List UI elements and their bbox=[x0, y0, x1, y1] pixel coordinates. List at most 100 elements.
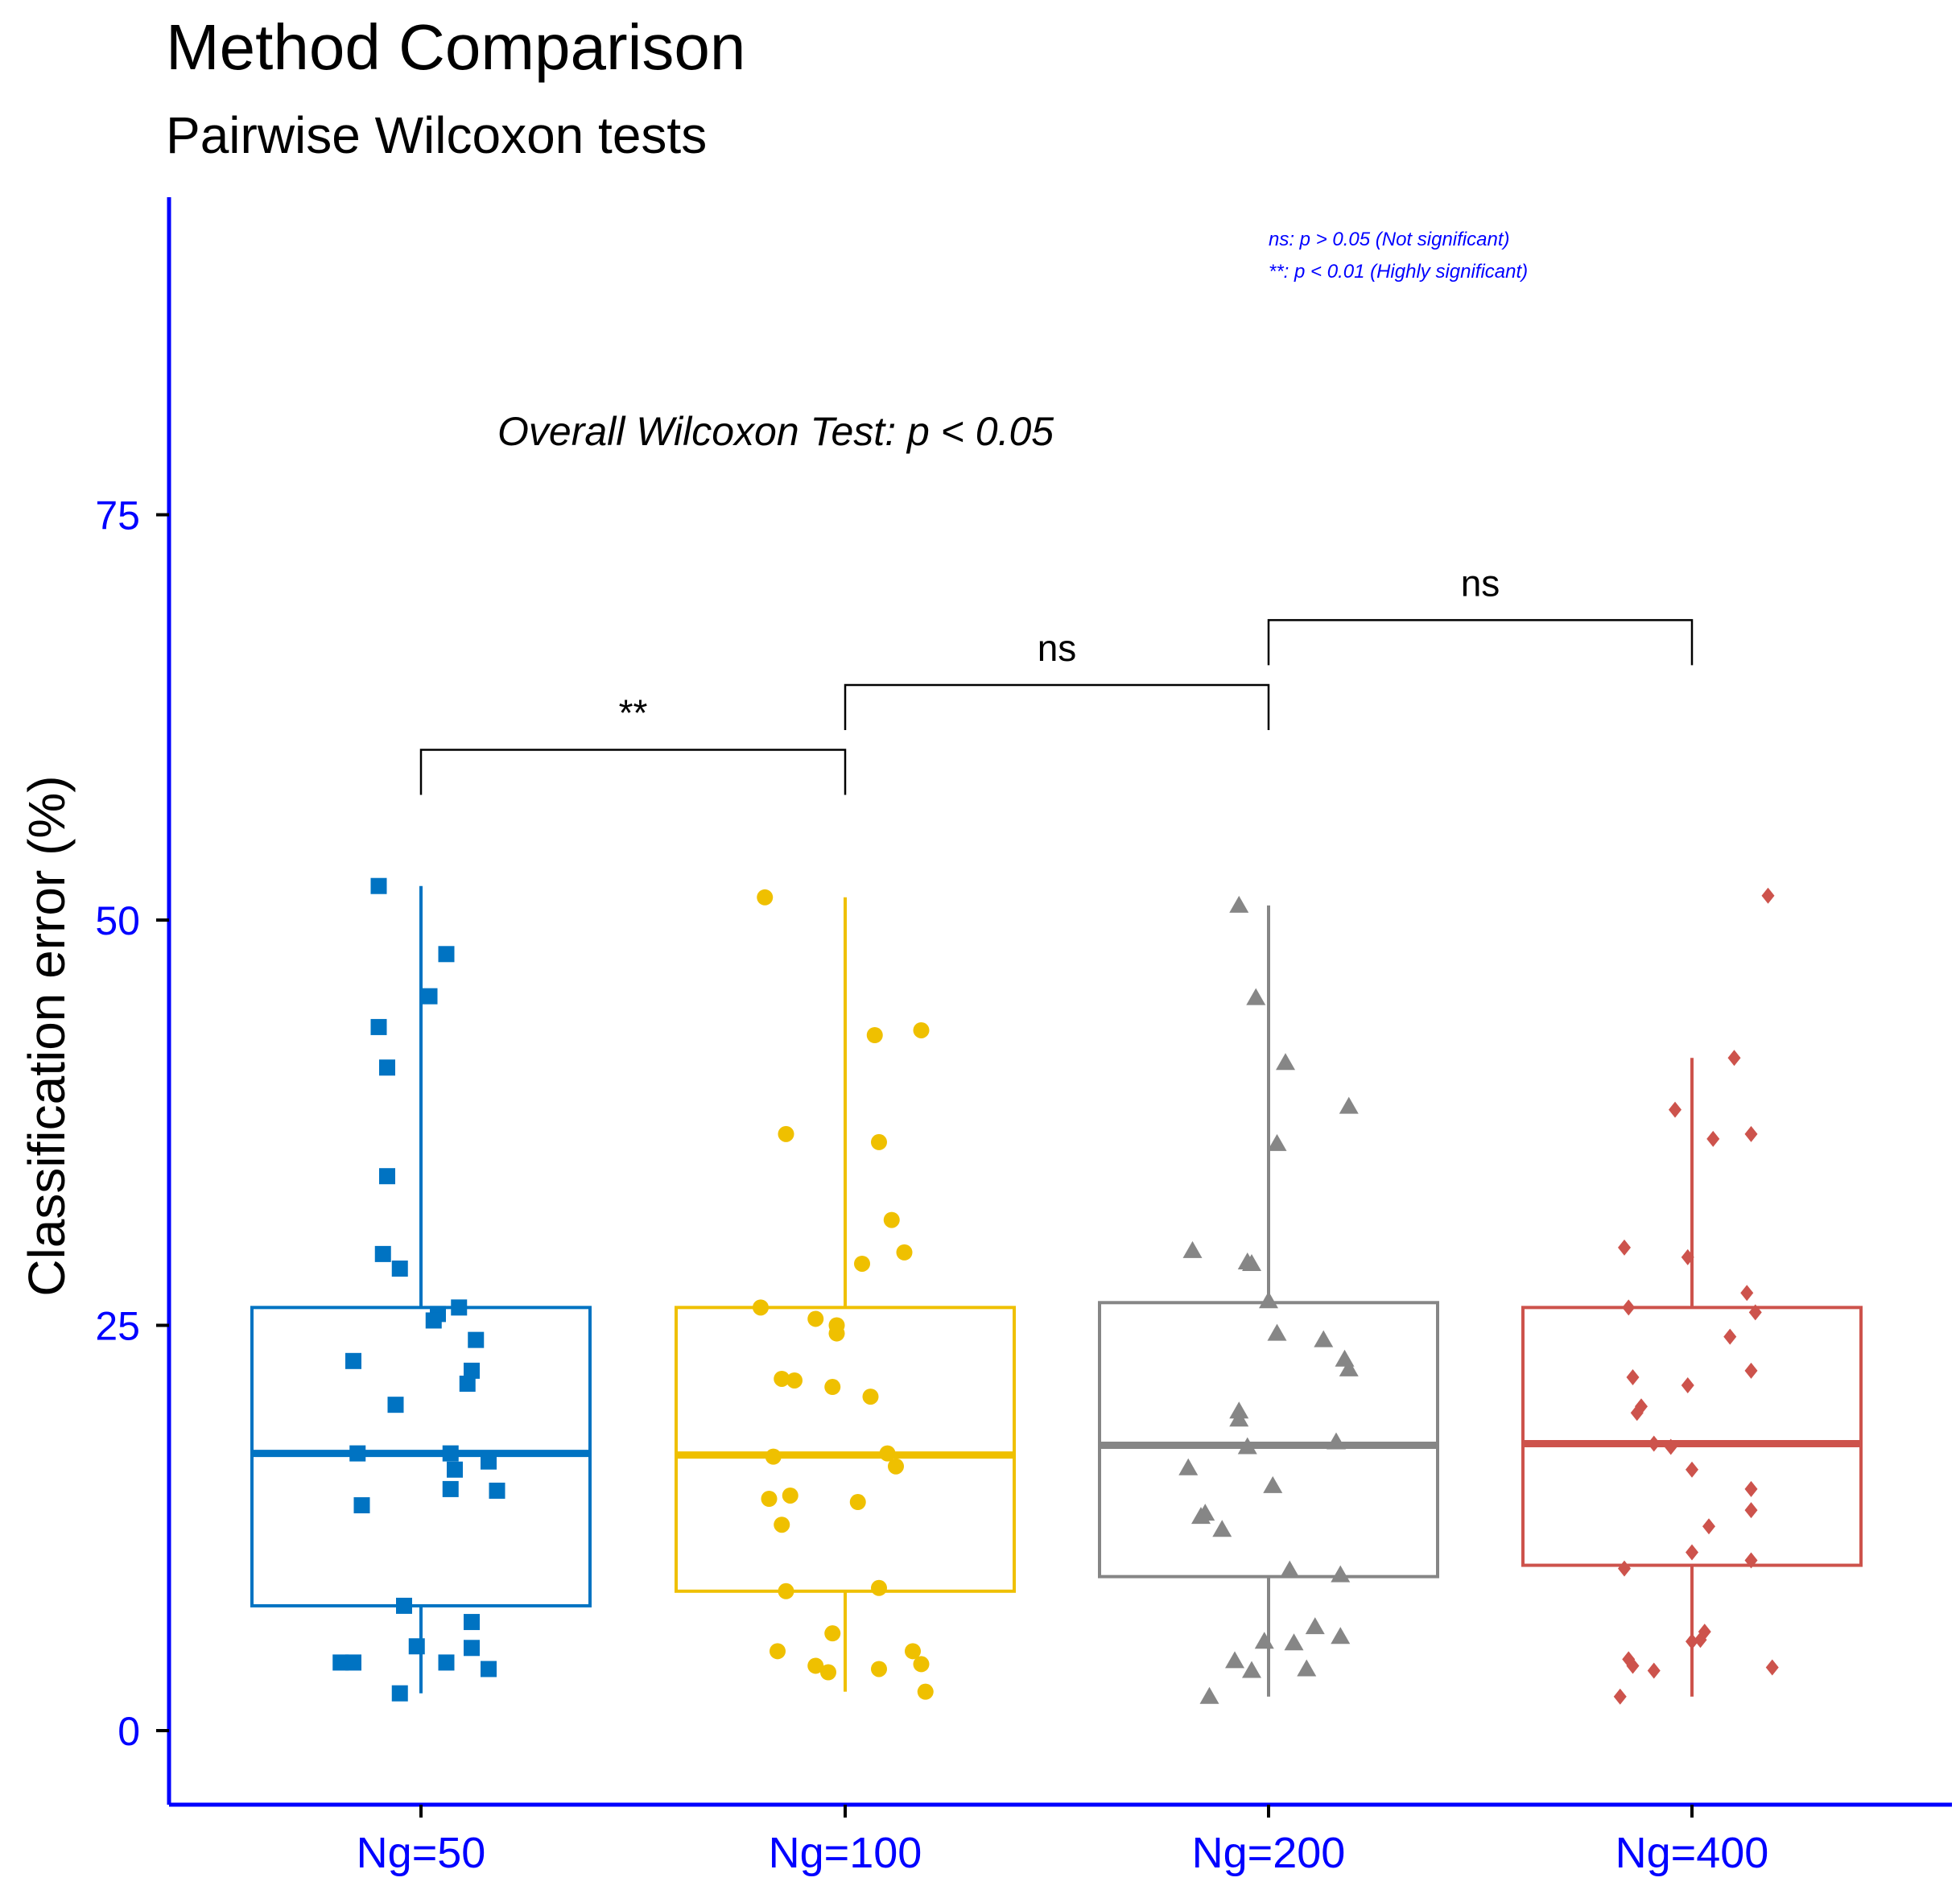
data-point bbox=[1263, 1475, 1283, 1493]
data-point bbox=[774, 1517, 790, 1533]
y-tick-label: 75 bbox=[95, 493, 140, 539]
data-point bbox=[1297, 1659, 1317, 1677]
comparison-bracket bbox=[844, 683, 1270, 730]
data-point bbox=[913, 1021, 930, 1038]
data-point bbox=[464, 1614, 480, 1631]
data-point bbox=[396, 1597, 412, 1614]
data-point bbox=[896, 1244, 913, 1261]
data-point bbox=[1242, 1661, 1261, 1678]
data-point bbox=[1199, 1686, 1219, 1704]
data-point bbox=[408, 1638, 425, 1655]
data-point bbox=[824, 1379, 841, 1396]
box-iqr bbox=[675, 1306, 1016, 1593]
data-point bbox=[782, 1487, 798, 1504]
significance-note-double-star: **: p < 0.01 (Highly significant) bbox=[1269, 261, 1528, 283]
data-point bbox=[1242, 1253, 1261, 1271]
data-point bbox=[1182, 1240, 1203, 1258]
data-point bbox=[1327, 1432, 1346, 1450]
significance-note-ns: ns: p > 0.05 (Not significant) bbox=[1269, 229, 1509, 250]
data-point bbox=[464, 1362, 480, 1379]
data-point bbox=[1622, 1299, 1636, 1316]
data-point bbox=[1254, 1632, 1274, 1649]
data-point bbox=[421, 988, 438, 1005]
data-point bbox=[913, 1656, 930, 1673]
data-point bbox=[1178, 1458, 1199, 1475]
data-point bbox=[807, 1657, 824, 1674]
data-point bbox=[1613, 1688, 1627, 1705]
data-point bbox=[854, 1255, 870, 1272]
data-point bbox=[1744, 1362, 1758, 1379]
data-point bbox=[1647, 1435, 1661, 1452]
comparison-label: ns bbox=[1461, 562, 1500, 604]
data-point bbox=[824, 1625, 841, 1642]
data-point bbox=[774, 1370, 790, 1387]
data-point bbox=[1284, 1633, 1304, 1651]
data-point bbox=[345, 1352, 361, 1369]
data-point bbox=[468, 1331, 485, 1348]
data-point bbox=[349, 1445, 366, 1462]
data-point bbox=[1647, 1662, 1661, 1679]
data-point bbox=[1331, 1565, 1351, 1583]
data-point bbox=[905, 1643, 921, 1660]
comparison-bracket bbox=[1267, 619, 1694, 666]
data-point bbox=[862, 1389, 879, 1405]
data-point bbox=[332, 1654, 349, 1671]
data-point bbox=[447, 1461, 463, 1478]
y-axis-label: Classification error (%) bbox=[18, 775, 76, 1296]
data-point bbox=[1229, 895, 1249, 913]
data-point bbox=[1280, 1560, 1300, 1578]
data-point bbox=[1702, 1518, 1715, 1535]
data-point bbox=[1694, 1632, 1707, 1649]
data-point bbox=[1191, 1507, 1211, 1525]
data-point bbox=[866, 1026, 883, 1043]
x-tick-label: Ng=50 bbox=[357, 1829, 486, 1877]
data-point bbox=[489, 1482, 505, 1499]
data-point bbox=[1686, 1633, 1698, 1650]
data-point bbox=[1681, 1377, 1694, 1394]
data-point bbox=[438, 946, 455, 963]
data-point bbox=[1761, 887, 1775, 904]
data-point bbox=[1765, 1659, 1779, 1676]
data-point bbox=[1744, 1552, 1758, 1569]
data-point bbox=[820, 1664, 836, 1681]
data-point bbox=[1212, 1520, 1232, 1537]
data-point bbox=[1259, 1291, 1278, 1309]
data-point bbox=[778, 1125, 794, 1142]
y-tick-label: 25 bbox=[95, 1304, 140, 1349]
data-point bbox=[1664, 1438, 1677, 1455]
data-point bbox=[786, 1372, 803, 1389]
data-point bbox=[807, 1310, 824, 1327]
plot-area: 0 25 50 75 Ng=50 Ng=100 Ng=200 Ng=400 ** ns ns bbox=[95, 197, 1952, 1877]
data-point bbox=[1727, 1050, 1741, 1067]
data-point bbox=[770, 1643, 786, 1660]
data-point bbox=[1744, 1125, 1758, 1142]
data-point bbox=[379, 1059, 395, 1076]
box-iqr bbox=[1098, 1301, 1439, 1578]
data-point bbox=[917, 1683, 934, 1700]
data-point bbox=[481, 1661, 497, 1677]
data-point bbox=[765, 1448, 782, 1465]
data-point bbox=[1744, 1502, 1758, 1519]
data-point bbox=[828, 1325, 845, 1342]
data-point bbox=[374, 1245, 391, 1262]
data-point bbox=[387, 1397, 404, 1413]
data-point bbox=[1305, 1617, 1325, 1635]
data-point bbox=[888, 1458, 904, 1475]
data-point bbox=[481, 1453, 497, 1470]
comparison-label: ** bbox=[619, 692, 648, 734]
data-point bbox=[442, 1480, 459, 1497]
chart-title: Method Comparison bbox=[166, 11, 745, 83]
data-point bbox=[1339, 1359, 1359, 1376]
data-point bbox=[761, 1490, 778, 1507]
x-tick-label: Ng=100 bbox=[769, 1829, 922, 1877]
data-point bbox=[1723, 1328, 1737, 1345]
data-point bbox=[1748, 1304, 1762, 1321]
data-point bbox=[1618, 1560, 1631, 1577]
data-point bbox=[1686, 1544, 1698, 1561]
data-point bbox=[1706, 1130, 1720, 1147]
data-point bbox=[1276, 1053, 1295, 1071]
data-point bbox=[442, 1445, 459, 1462]
data-point bbox=[370, 877, 387, 894]
y-tick-label: 0 bbox=[118, 1709, 140, 1754]
